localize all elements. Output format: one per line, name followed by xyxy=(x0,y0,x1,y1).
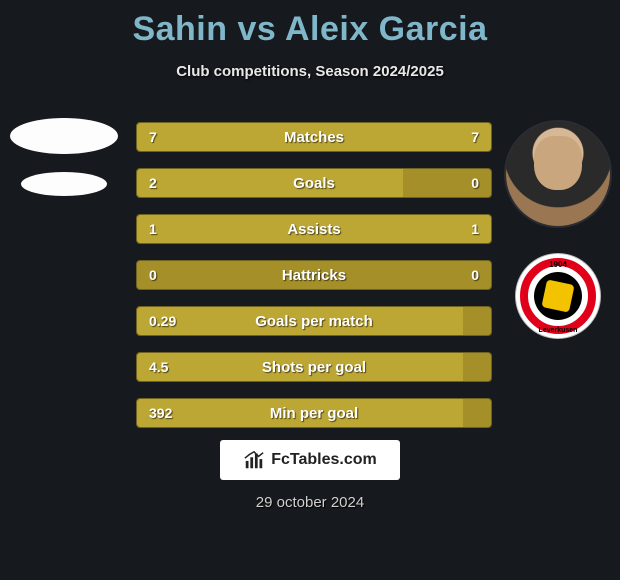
brand-text: FcTables.com xyxy=(271,451,377,469)
badge-lion-icon xyxy=(541,279,574,312)
player2-photo xyxy=(506,122,610,226)
stat-row: 4.5Shots per goal xyxy=(136,352,492,382)
subtitle: Club competitions, Season 2024/2025 xyxy=(0,63,620,80)
stat-label: Shots per goal xyxy=(137,353,491,381)
stat-value-right: 7 xyxy=(471,123,479,151)
player1-club-placeholder xyxy=(21,172,107,196)
stat-row: 392Min per goal xyxy=(136,398,492,428)
stat-value-right: 0 xyxy=(471,169,479,197)
brand-logo: FcTables.com xyxy=(220,440,400,480)
stat-row: 0.29Goals per match xyxy=(136,306,492,336)
chart-icon xyxy=(243,449,265,471)
badge-club-name: Leverkusen xyxy=(516,327,600,334)
stat-row: 2Goals0 xyxy=(136,168,492,198)
stat-label: Hattricks xyxy=(137,261,491,289)
stat-value-right: 1 xyxy=(471,215,479,243)
stat-label: Assists xyxy=(137,215,491,243)
stat-row: 7Matches7 xyxy=(136,122,492,152)
stat-value-right: 0 xyxy=(471,261,479,289)
stat-label: Min per goal xyxy=(137,399,491,427)
player-right-column: 1904 Leverkusen xyxy=(500,122,616,338)
player-left-column xyxy=(4,118,124,214)
page-title: Sahin vs Aleix Garcia xyxy=(0,0,620,49)
stat-label: Goals xyxy=(137,169,491,197)
stat-row: 1Assists1 xyxy=(136,214,492,244)
player1-photo-placeholder xyxy=(10,118,118,154)
stat-row: 0Hattricks0 xyxy=(136,260,492,290)
player2-club-badge: 1904 Leverkusen xyxy=(516,254,600,338)
stats-bars: 7Matches72Goals01Assists10Hattricks00.29… xyxy=(136,122,492,444)
badge-year: 1904 xyxy=(516,260,600,269)
stat-label: Goals per match xyxy=(137,307,491,335)
snapshot-date: 29 october 2024 xyxy=(0,494,620,511)
stat-label: Matches xyxy=(137,123,491,151)
